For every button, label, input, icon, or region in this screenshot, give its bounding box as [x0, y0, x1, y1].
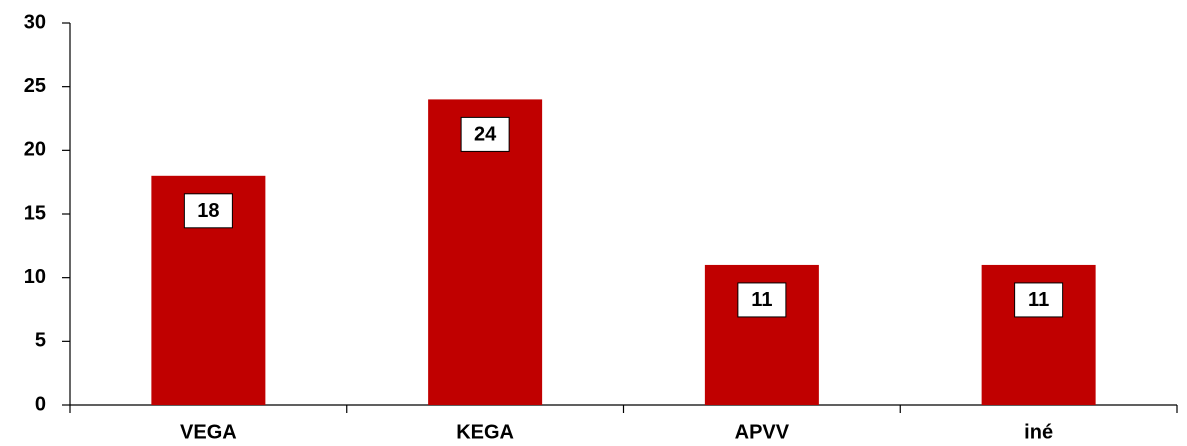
- value-label: 11: [751, 289, 772, 311]
- value-label-box: [1014, 282, 1064, 318]
- x-tick-label: iné: [1024, 421, 1053, 443]
- y-tick-label: 5: [35, 330, 46, 352]
- y-tick-label: 10: [24, 266, 46, 288]
- x-tick-label: APVV: [735, 421, 790, 443]
- value-label: 18: [197, 200, 219, 222]
- x-tick-label: KEGA: [456, 421, 514, 443]
- y-tick-label: 15: [24, 202, 46, 224]
- value-label: 11: [1028, 289, 1049, 311]
- y-tick-label: 25: [24, 75, 46, 97]
- value-label-box: [183, 193, 233, 229]
- value-label: 24: [474, 124, 497, 146]
- y-tick-label: 30: [24, 11, 46, 33]
- x-tick-label: VEGA: [180, 421, 237, 443]
- value-label-box: [737, 282, 787, 318]
- y-tick-label: 20: [24, 139, 46, 161]
- value-label-box: [460, 116, 510, 152]
- y-tick-label: 0: [35, 393, 46, 415]
